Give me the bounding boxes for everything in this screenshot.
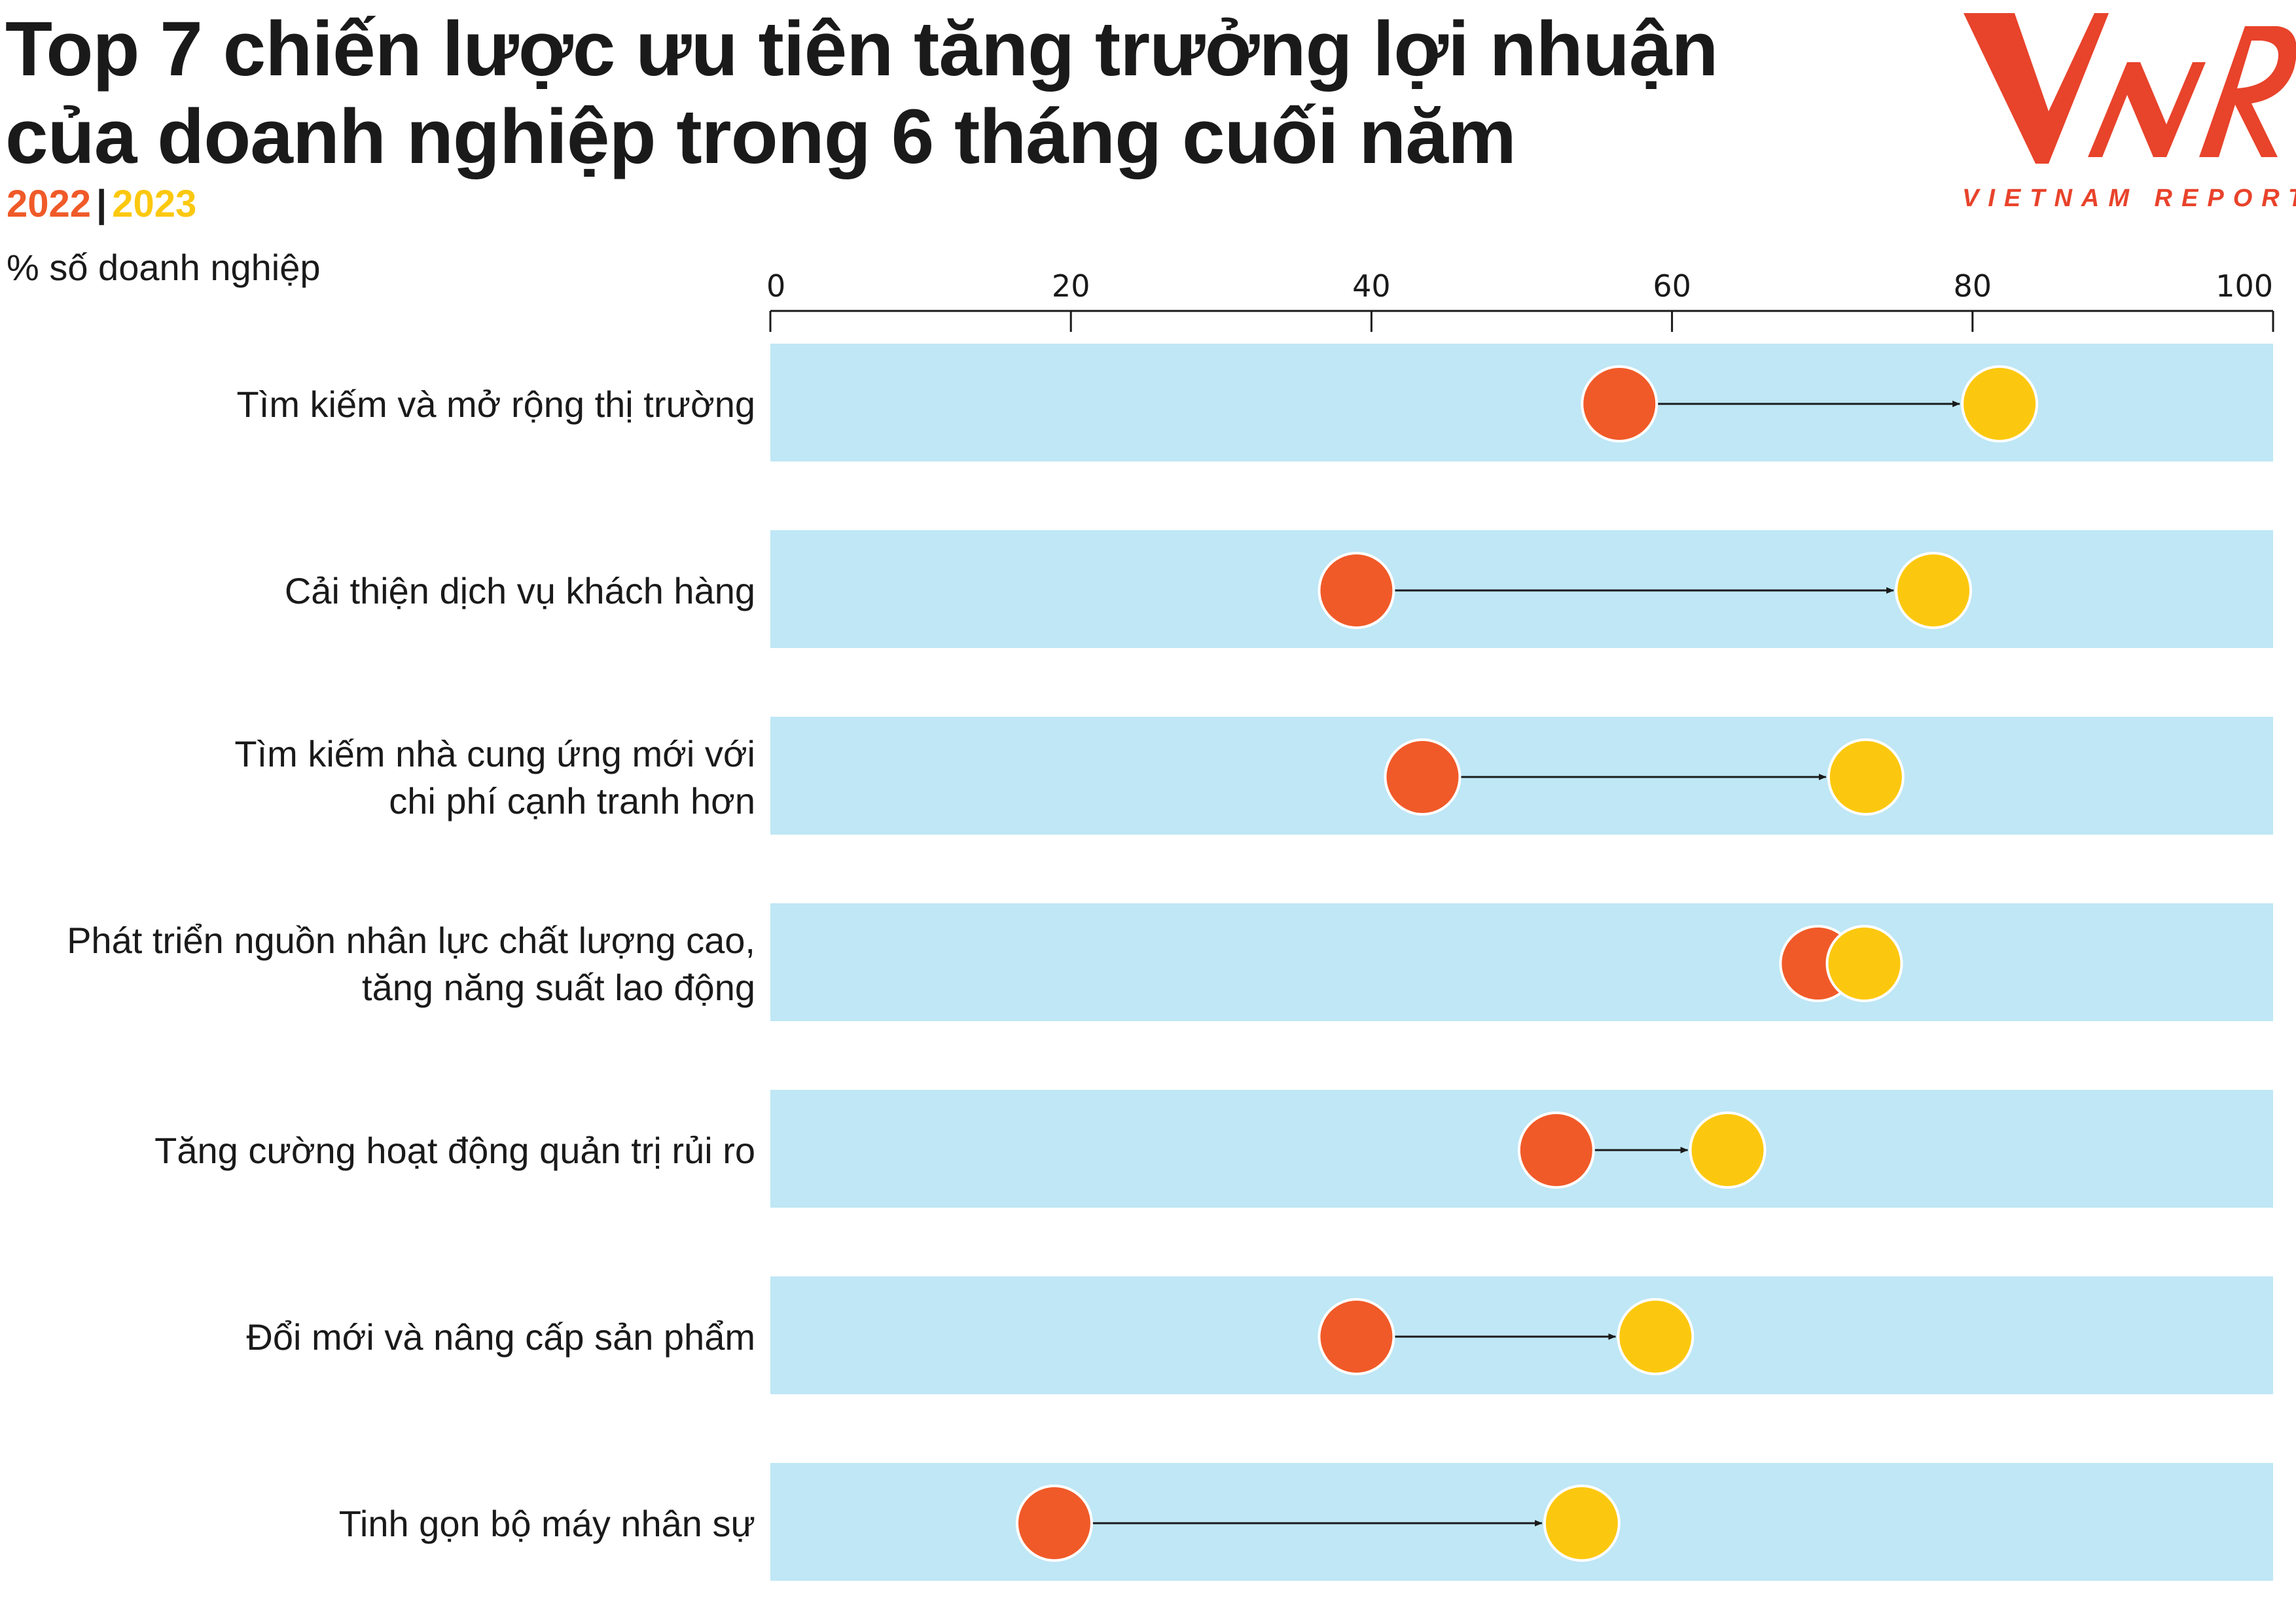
category-label: Đổi mới và nâng cấp sản phẩm (246, 1316, 755, 1358)
x-tick-label: 0 (766, 268, 785, 304)
vnr-brand-text: VIETNAM REPORT (1962, 185, 2296, 212)
vnr-logo: VIETNAM REPORT (1937, 0, 2296, 223)
point-2023 (1689, 1111, 1767, 1189)
point-2022 (1318, 1298, 1395, 1375)
point-2023 (1825, 925, 1903, 1002)
point-2022 (1318, 552, 1395, 629)
category-label: chi phí cạnh tranh hơn (389, 780, 755, 821)
category-label: Cải thiện dịch vụ khách hàng (285, 570, 755, 611)
category-label: Phát triển nguồn nhân lực chất lượng cao… (67, 920, 755, 961)
vnr-logo-mark (1964, 13, 2296, 164)
category-label: Tìm kiếm và mở rộng thị trường (237, 384, 755, 425)
point-2023 (1827, 738, 1905, 816)
unit-label: % số doanh nghiệp (7, 247, 321, 288)
row-band (770, 344, 2273, 461)
category-label: tăng năng suất lao động (362, 967, 755, 1008)
point-2022 (1581, 365, 1659, 442)
point-2023 (1617, 1298, 1695, 1375)
point-2022 (1015, 1485, 1093, 1562)
category-label: Tìm kiếm nhà cung ứng mới với (234, 733, 755, 774)
x-tick-label: 20 (1052, 268, 1090, 304)
row-band (770, 1463, 2273, 1581)
point-2022 (1517, 1111, 1595, 1189)
x-tick-label: 80 (1954, 268, 1992, 304)
category-label: Tăng cường hoạt động quản trị rủi ro (154, 1130, 755, 1171)
point-2023 (1961, 365, 2039, 442)
row-band (770, 717, 2273, 835)
category-label: Tinh gọn bộ máy nhân sự (339, 1503, 755, 1544)
x-tick-label: 40 (1352, 268, 1391, 304)
x-tick-label: 100 (2215, 268, 2273, 304)
x-tick-label: 60 (1653, 268, 1691, 304)
point-2022 (1384, 738, 1462, 816)
legend-2023: 2023 (112, 183, 197, 225)
row-band (770, 1276, 2273, 1394)
legend: 2022 | 2023 (7, 182, 196, 226)
row-band (770, 903, 2273, 1021)
legend-2022: 2022 (7, 183, 92, 225)
point-2023 (1543, 1485, 1621, 1562)
row-band (770, 530, 2273, 648)
legend-separator: | (96, 183, 107, 225)
point-2023 (1895, 552, 1973, 629)
chart-title: Top 7 chiến lược ưu tiên tăng trưởng lợi… (5, 6, 1719, 180)
